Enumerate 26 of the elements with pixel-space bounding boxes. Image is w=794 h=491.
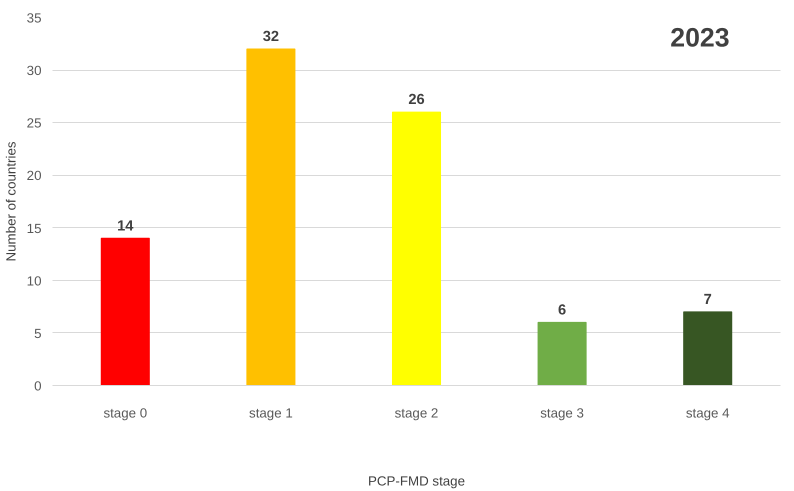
chart-title: 2023: [670, 22, 730, 52]
x-tick-label: stage 1: [249, 406, 293, 420]
x-tick-label: stage 4: [686, 406, 730, 420]
bar: [246, 48, 296, 386]
y-tick-label: 30: [26, 63, 42, 78]
data-label: 26: [408, 92, 425, 108]
x-tick-label: stage 0: [103, 406, 148, 420]
data-label: 32: [262, 29, 280, 46]
y-tick-label: 10: [26, 273, 42, 288]
y-tick-label: 20: [26, 168, 42, 184]
y-tick-label: 5: [34, 326, 42, 341]
bar: [683, 311, 732, 386]
data-label: 7: [704, 292, 712, 308]
data-label: 14: [117, 218, 134, 234]
y-tick-label: 0: [34, 378, 42, 394]
x-tick-label: stage 2: [394, 406, 438, 420]
y-axis-title: Number of countries: [4, 141, 19, 262]
bar: [392, 112, 442, 386]
x-axis-title: PCP-FMD stage: [368, 474, 466, 488]
bar: [538, 322, 587, 386]
y-tick-label: 25: [26, 116, 42, 131]
y-tick-label: 15: [26, 220, 42, 236]
bar: [100, 238, 150, 386]
data-label: 6: [558, 302, 566, 318]
x-tick-label: stage 3: [540, 406, 584, 420]
y-tick-label: 35: [26, 10, 42, 26]
